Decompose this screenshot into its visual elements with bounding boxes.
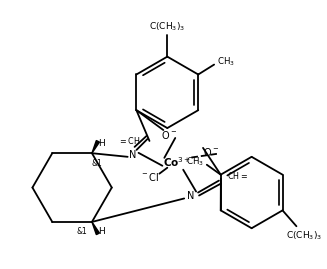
Text: C(CH$_3$)$_3$: C(CH$_3$)$_3$ bbox=[149, 21, 185, 33]
Text: CH$_3$: CH$_3$ bbox=[217, 55, 235, 68]
Text: O$^-$: O$^-$ bbox=[161, 129, 177, 141]
Text: C(CH$_3$)$_3$: C(CH$_3$)$_3$ bbox=[286, 230, 322, 242]
Text: O$^-$: O$^-$ bbox=[203, 146, 219, 158]
Text: H: H bbox=[98, 139, 105, 148]
Text: H: H bbox=[98, 227, 105, 236]
Text: $=$CH: $=$CH bbox=[118, 136, 141, 146]
Text: N: N bbox=[187, 192, 195, 201]
Text: CH$_3$: CH$_3$ bbox=[186, 155, 204, 168]
Text: &1: &1 bbox=[77, 227, 87, 236]
Polygon shape bbox=[92, 140, 99, 153]
Text: Co$^{3+}$: Co$^{3+}$ bbox=[163, 155, 191, 169]
Text: $^-$Cl: $^-$Cl bbox=[140, 171, 159, 183]
Text: &1: &1 bbox=[92, 159, 102, 168]
Text: N: N bbox=[129, 150, 136, 160]
Text: CH$=$: CH$=$ bbox=[227, 170, 248, 181]
Polygon shape bbox=[92, 222, 99, 235]
